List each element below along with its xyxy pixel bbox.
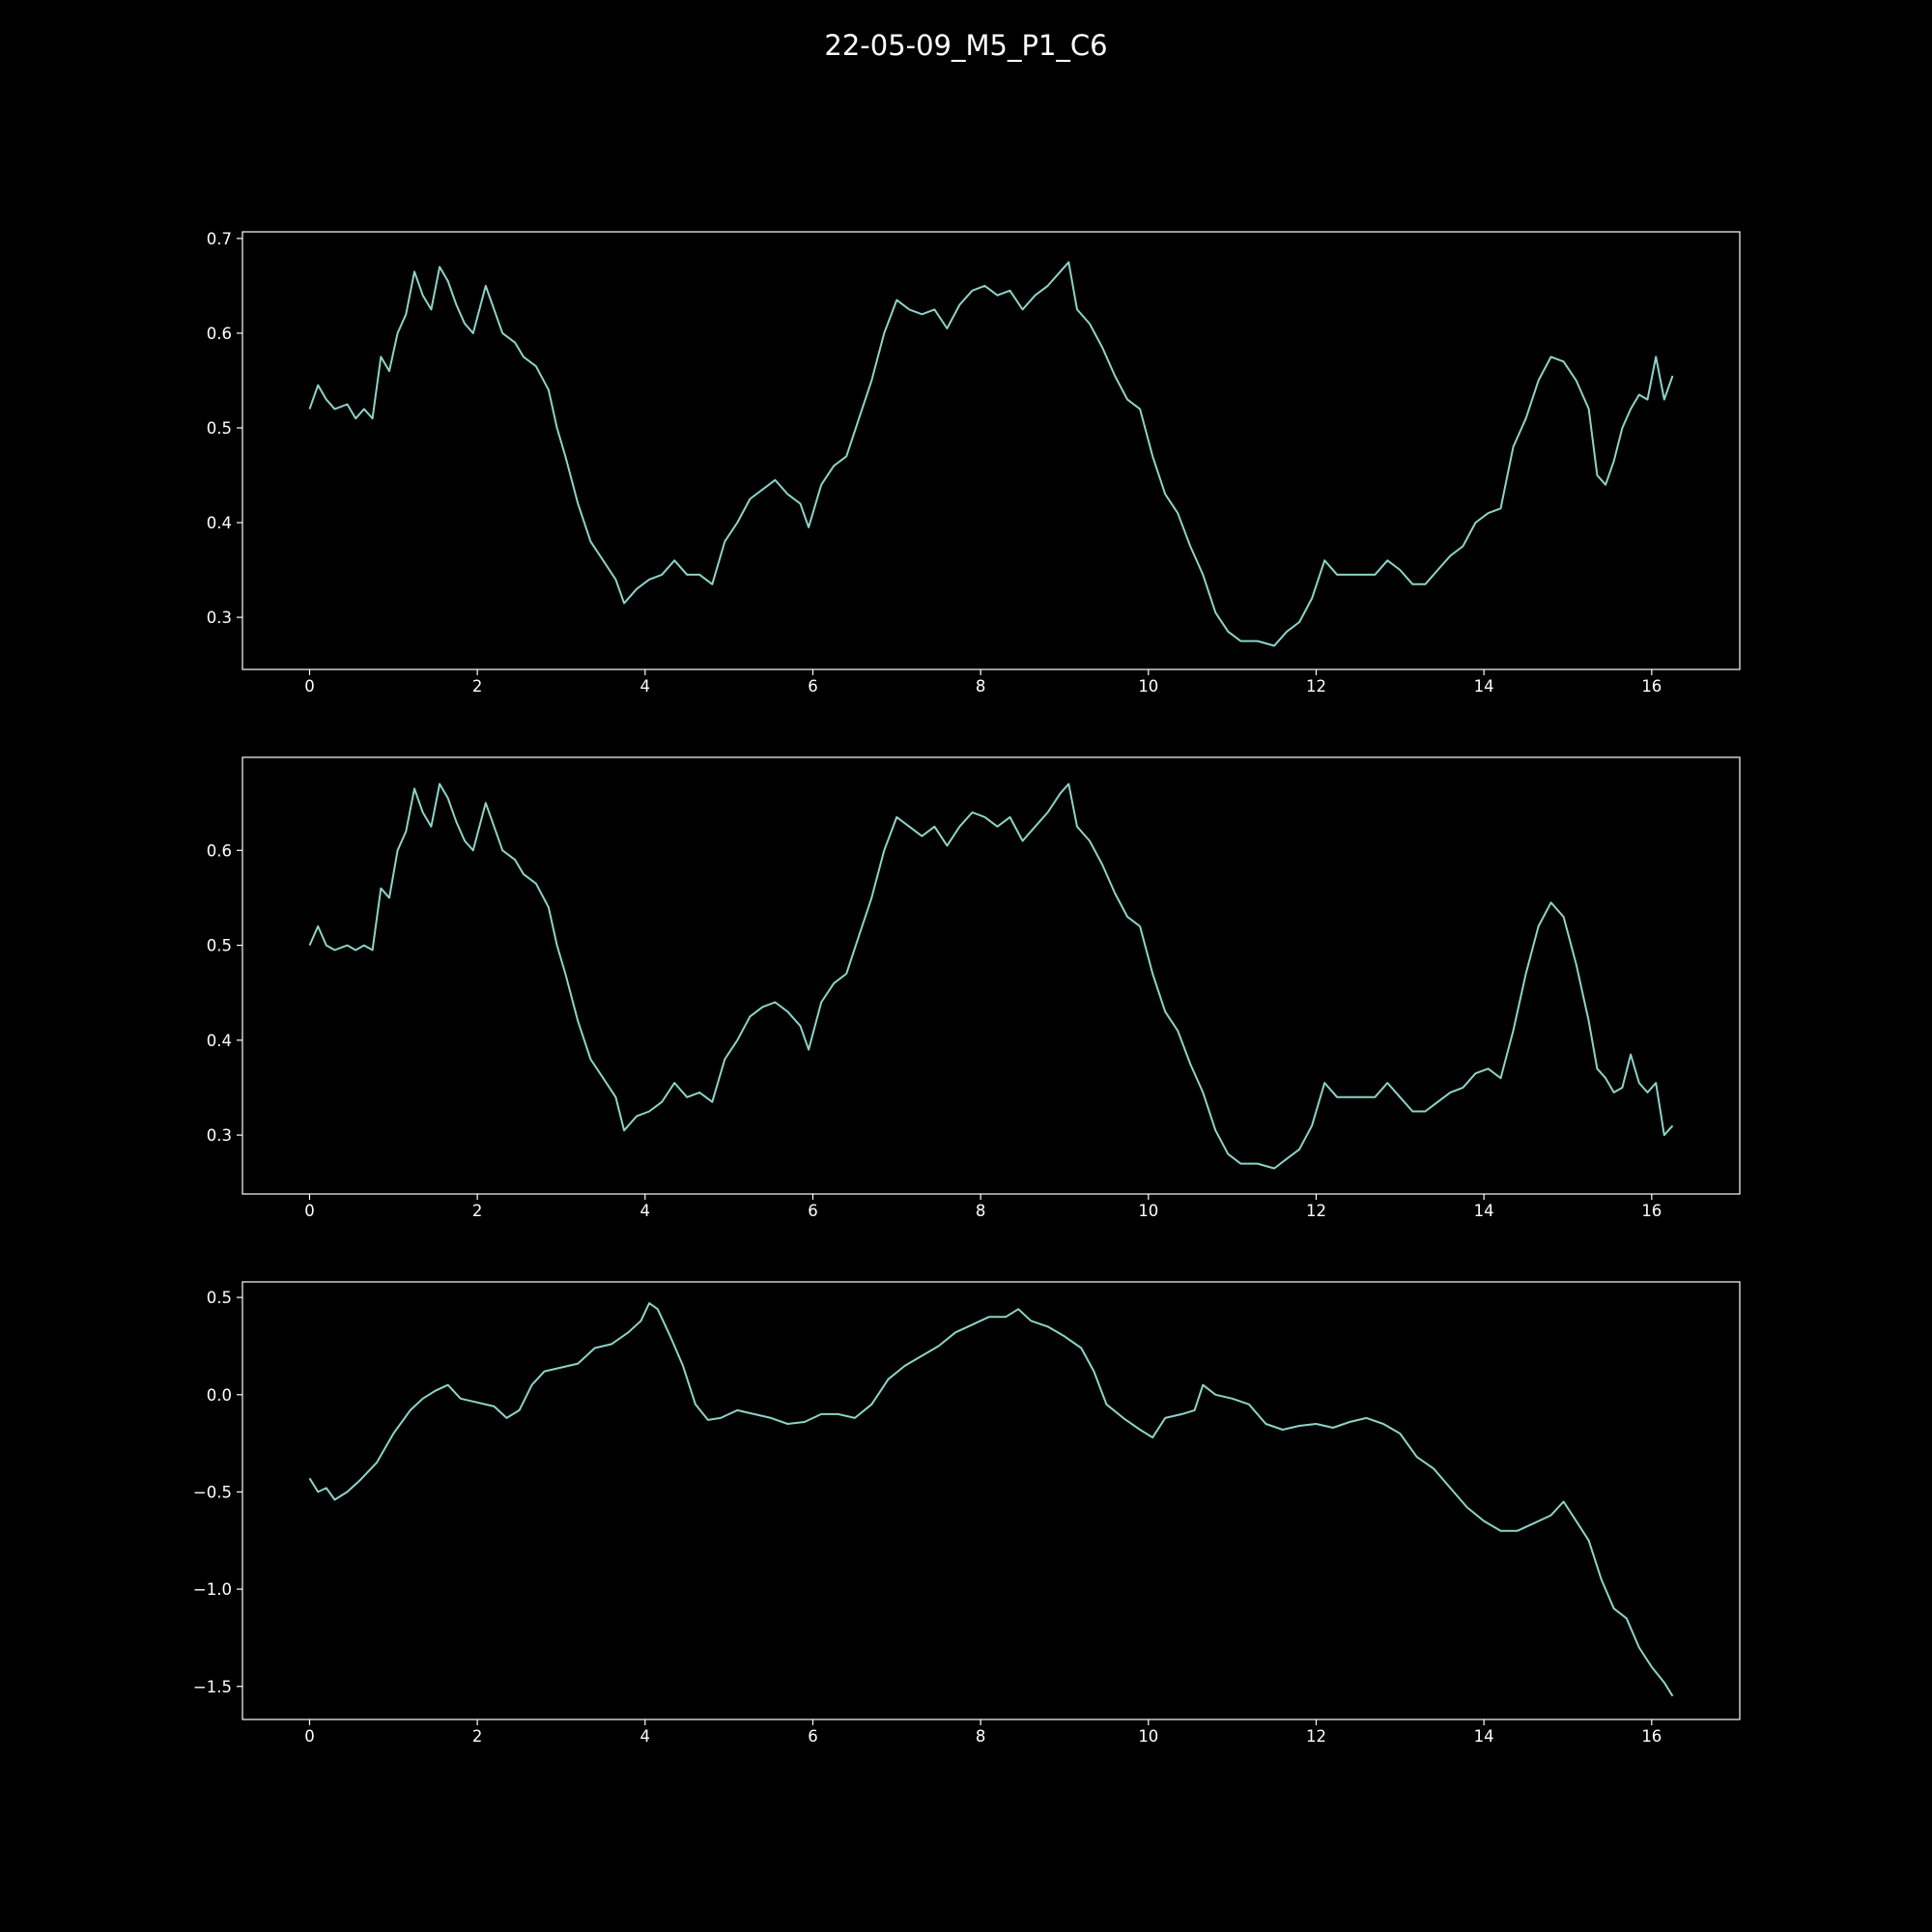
y-tick-label: 0.4 <box>207 1032 232 1050</box>
y-tick-label: 0.3 <box>207 1126 232 1145</box>
x-tick-label: 6 <box>808 677 818 696</box>
y-tick-label: −1.0 <box>193 1580 232 1599</box>
x-tick-label: 8 <box>976 1727 986 1746</box>
x-tick-label: 14 <box>1474 677 1494 696</box>
x-tick-label: 12 <box>1306 677 1326 696</box>
x-tick-label: 16 <box>1641 1202 1662 1220</box>
x-tick-label: 8 <box>976 677 986 696</box>
subplot-1: 0 2 4 6 8 10 12 14 16 0.3 0.4 0.5 0.6 0.7 <box>207 230 1741 696</box>
x-tick-label: 0 <box>304 1727 315 1746</box>
figure-title: 22-05-09_M5_P1_C6 <box>824 29 1108 62</box>
x-tick-label: 2 <box>472 677 483 696</box>
x-tick-label: 4 <box>640 677 651 696</box>
x-tick-label: 0 <box>304 1202 315 1220</box>
series-line-3-1 <box>308 1302 1674 1697</box>
axes-frame <box>242 231 1741 670</box>
x-tick-label: 14 <box>1474 1727 1494 1746</box>
x-tick-label: 12 <box>1306 1202 1326 1220</box>
x-tick-label: 16 <box>1641 1727 1662 1746</box>
x-tick-label: 0 <box>304 677 315 696</box>
x-tick-label: 14 <box>1474 1202 1494 1220</box>
x-tick-label: 4 <box>640 1202 651 1220</box>
x-tick-label: 10 <box>1138 1727 1158 1746</box>
axes-frame <box>242 756 1741 1195</box>
y-tick-label: 0.5 <box>207 937 232 955</box>
y-tick-label: 0.6 <box>207 841 232 860</box>
x-tick-label: 6 <box>808 1727 818 1746</box>
y-tick-label: 0.5 <box>207 419 232 438</box>
x-tick-label: 10 <box>1138 1202 1158 1220</box>
series-line-1-1 <box>308 261 1674 647</box>
x-tick-label: 12 <box>1306 1727 1326 1746</box>
axes-frame <box>242 1281 1741 1720</box>
x-tick-label: 10 <box>1138 677 1158 696</box>
y-tick-label: 0.3 <box>207 609 232 627</box>
x-tick-label: 8 <box>976 1202 986 1220</box>
subplot-2: 0 2 4 6 8 10 12 14 16 0.3 0.4 0.5 0.6 <box>207 756 1741 1220</box>
x-tick-label: 6 <box>808 1202 818 1220</box>
y-tick-label: −1.5 <box>193 1678 232 1696</box>
x-tick-label: 16 <box>1641 677 1662 696</box>
y-tick-label: 0.7 <box>207 230 232 248</box>
series-line-2-1 <box>308 782 1674 1170</box>
y-tick-label: −0.5 <box>193 1483 232 1501</box>
subplot-3: 0 2 4 6 8 10 12 14 16 −1.5 −1.0 −0.5 0.0 0.5 <box>193 1281 1741 1746</box>
y-tick-label: 0.4 <box>207 514 232 532</box>
y-tick-label: 0.5 <box>207 1289 232 1307</box>
x-tick-label: 2 <box>472 1727 483 1746</box>
y-tick-label: 0.6 <box>207 325 232 343</box>
x-tick-label: 2 <box>472 1202 483 1220</box>
x-tick-label: 4 <box>640 1727 651 1746</box>
y-tick-label: 0.0 <box>207 1386 232 1405</box>
